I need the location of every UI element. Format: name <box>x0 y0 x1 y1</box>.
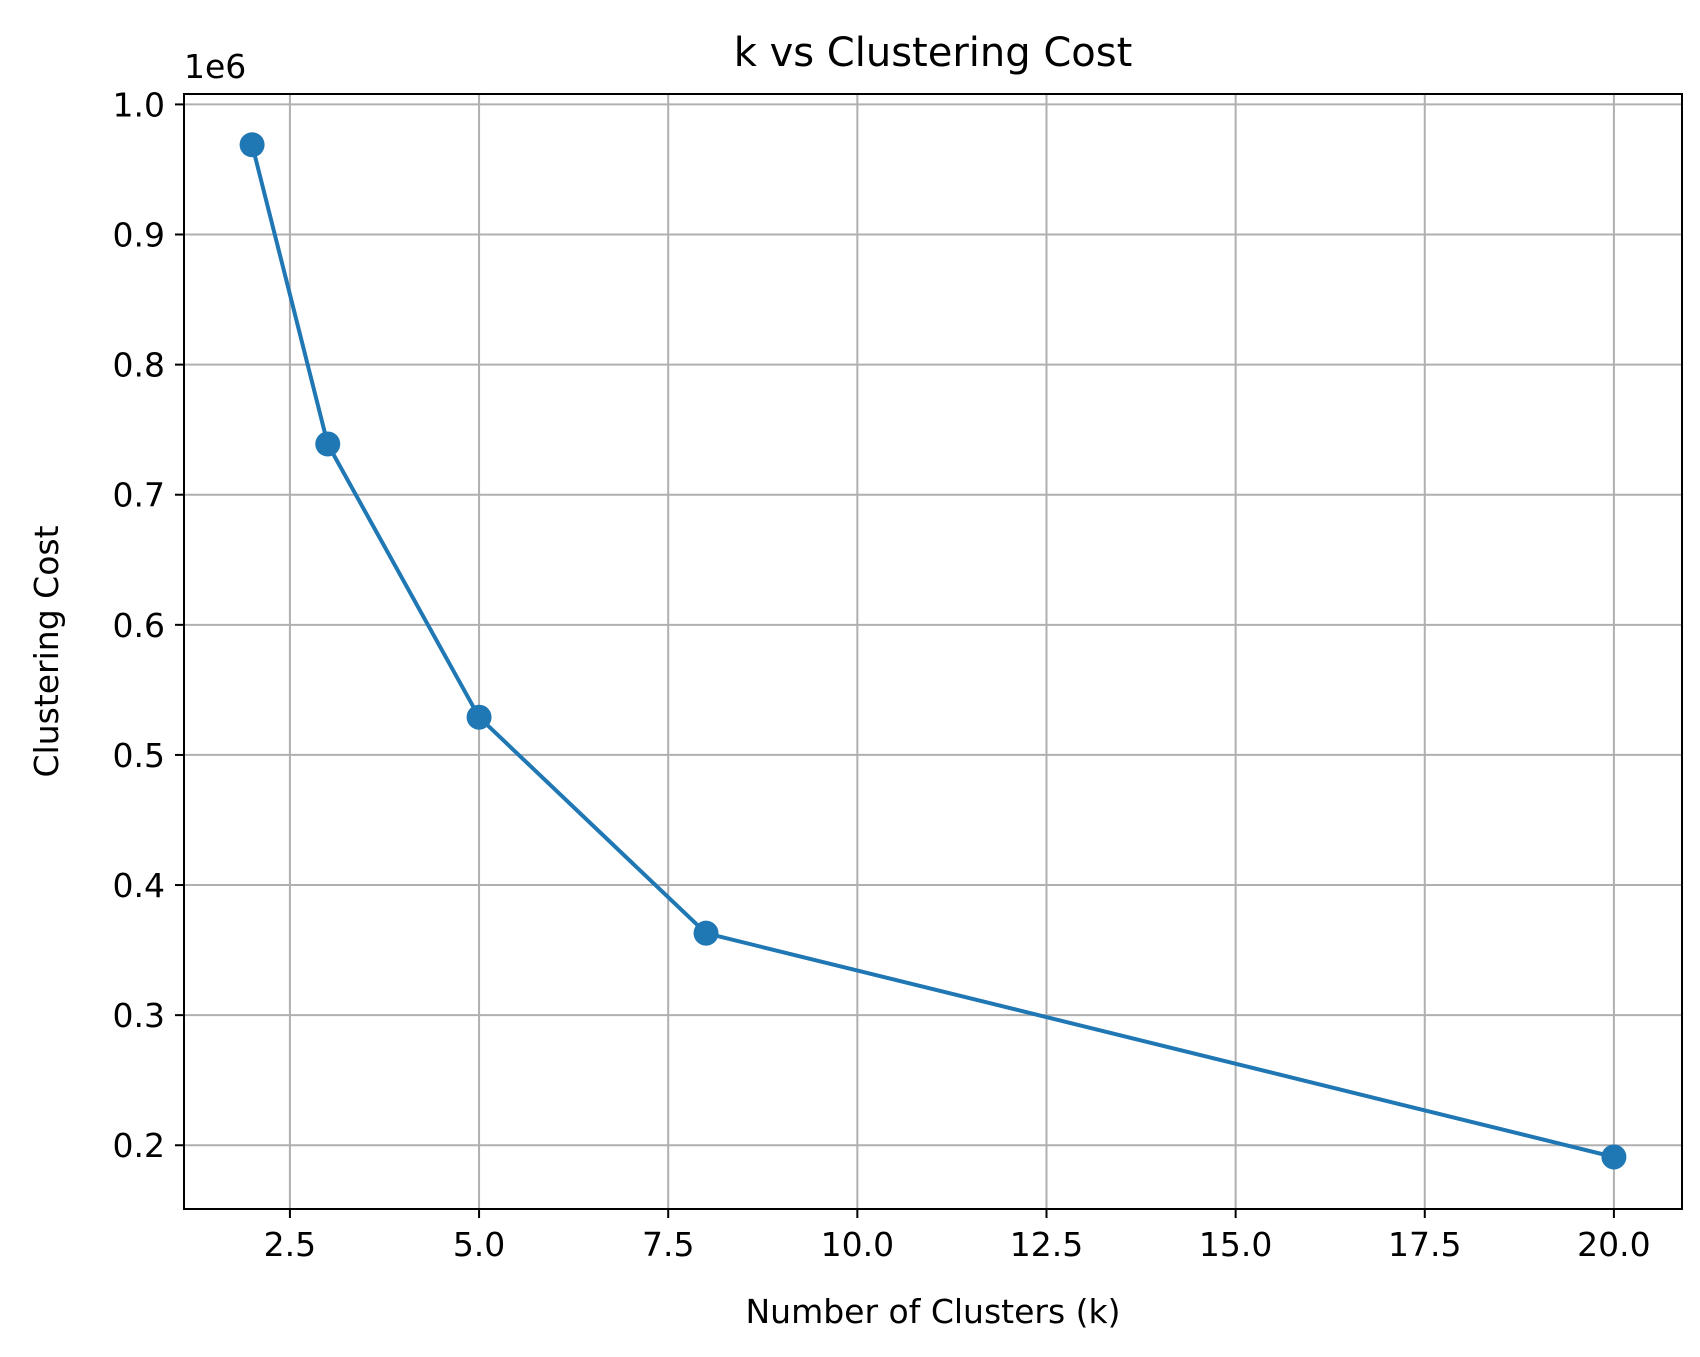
y-axis-label: Clustering Cost <box>27 525 66 777</box>
data-point <box>466 704 492 730</box>
y-tick-label: 0.7 <box>113 476 165 515</box>
x-axis-label: Number of Clusters (k) <box>745 1292 1120 1331</box>
x-tick-label: 2.5 <box>264 1225 316 1264</box>
chart-title: k vs Clustering Cost <box>734 30 1133 76</box>
x-tick-label: 7.5 <box>642 1225 694 1264</box>
y-axis-offset-label: 1e6 <box>184 47 246 86</box>
y-tick-label: 0.3 <box>113 996 165 1035</box>
x-tick-label: 10.0 <box>821 1225 894 1264</box>
x-tick-label: 5.0 <box>453 1225 505 1264</box>
axes-frame <box>183 93 1683 1210</box>
y-tick-label: 0.5 <box>113 736 165 775</box>
y-tick-label: 0.6 <box>113 606 165 645</box>
x-tick-label: 20.0 <box>1577 1225 1650 1264</box>
y-tick-label: 0.9 <box>113 216 165 255</box>
data-point <box>1601 1144 1627 1170</box>
y-tick-label: 0.4 <box>113 866 165 905</box>
x-tick-label: 15.0 <box>1199 1225 1272 1264</box>
data-point <box>239 132 265 158</box>
series-cost <box>239 132 1627 1170</box>
data-point <box>315 431 341 457</box>
ticks: 2.5 5.0 7.5 10.0 12.5 15.0 17.5 20.0 0.2 0.3 0.4 0.… <box>113 85 1651 1264</box>
x-tick-label: 17.5 <box>1388 1225 1461 1264</box>
y-tick-label: 0.2 <box>113 1126 165 1165</box>
grid <box>184 94 1682 1209</box>
x-tick-label: 12.5 <box>1010 1225 1083 1264</box>
y-tick-label: 0.8 <box>113 346 165 385</box>
y-tick-label: 1.0 <box>113 85 165 124</box>
data-point <box>693 920 719 946</box>
